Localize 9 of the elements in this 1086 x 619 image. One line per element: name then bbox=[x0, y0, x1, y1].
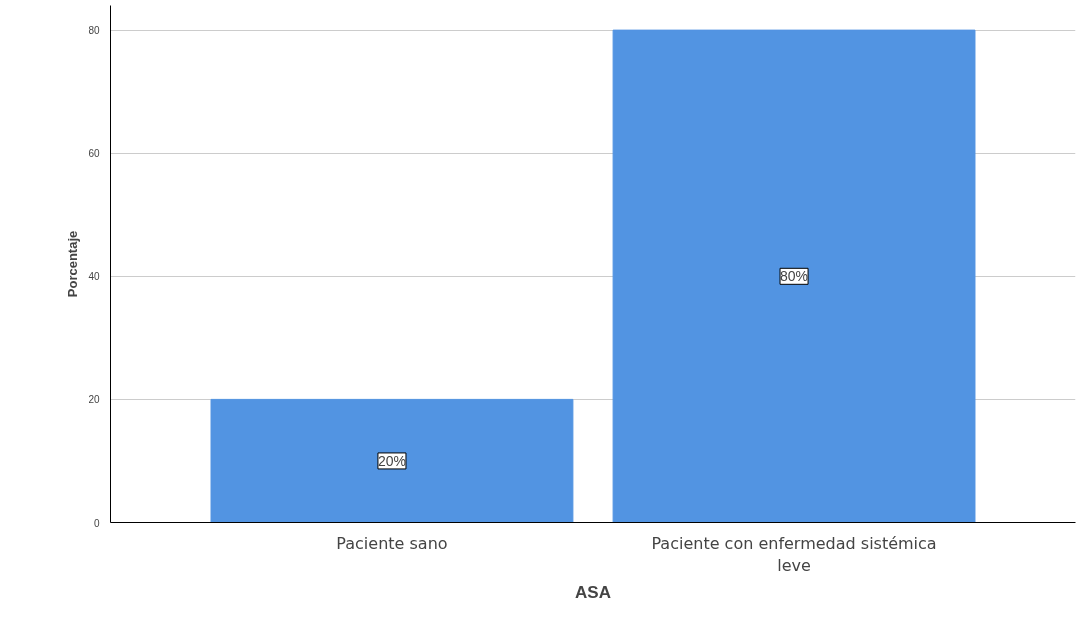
y-tick-label: 80 bbox=[88, 25, 100, 37]
x-tick-label: Paciente con enfermedad sistémica leve bbox=[651, 533, 937, 576]
y-tick-label: 60 bbox=[88, 148, 100, 160]
y-axis-title: Porcentaje bbox=[65, 230, 81, 298]
x-axis-title: ASA bbox=[575, 583, 611, 603]
y-tick-label: 0 bbox=[93, 517, 100, 529]
y-tick-label: 40 bbox=[88, 271, 100, 283]
x-tick-label: Paciente sano bbox=[336, 533, 448, 553]
y-tick-label: 20 bbox=[88, 394, 100, 406]
